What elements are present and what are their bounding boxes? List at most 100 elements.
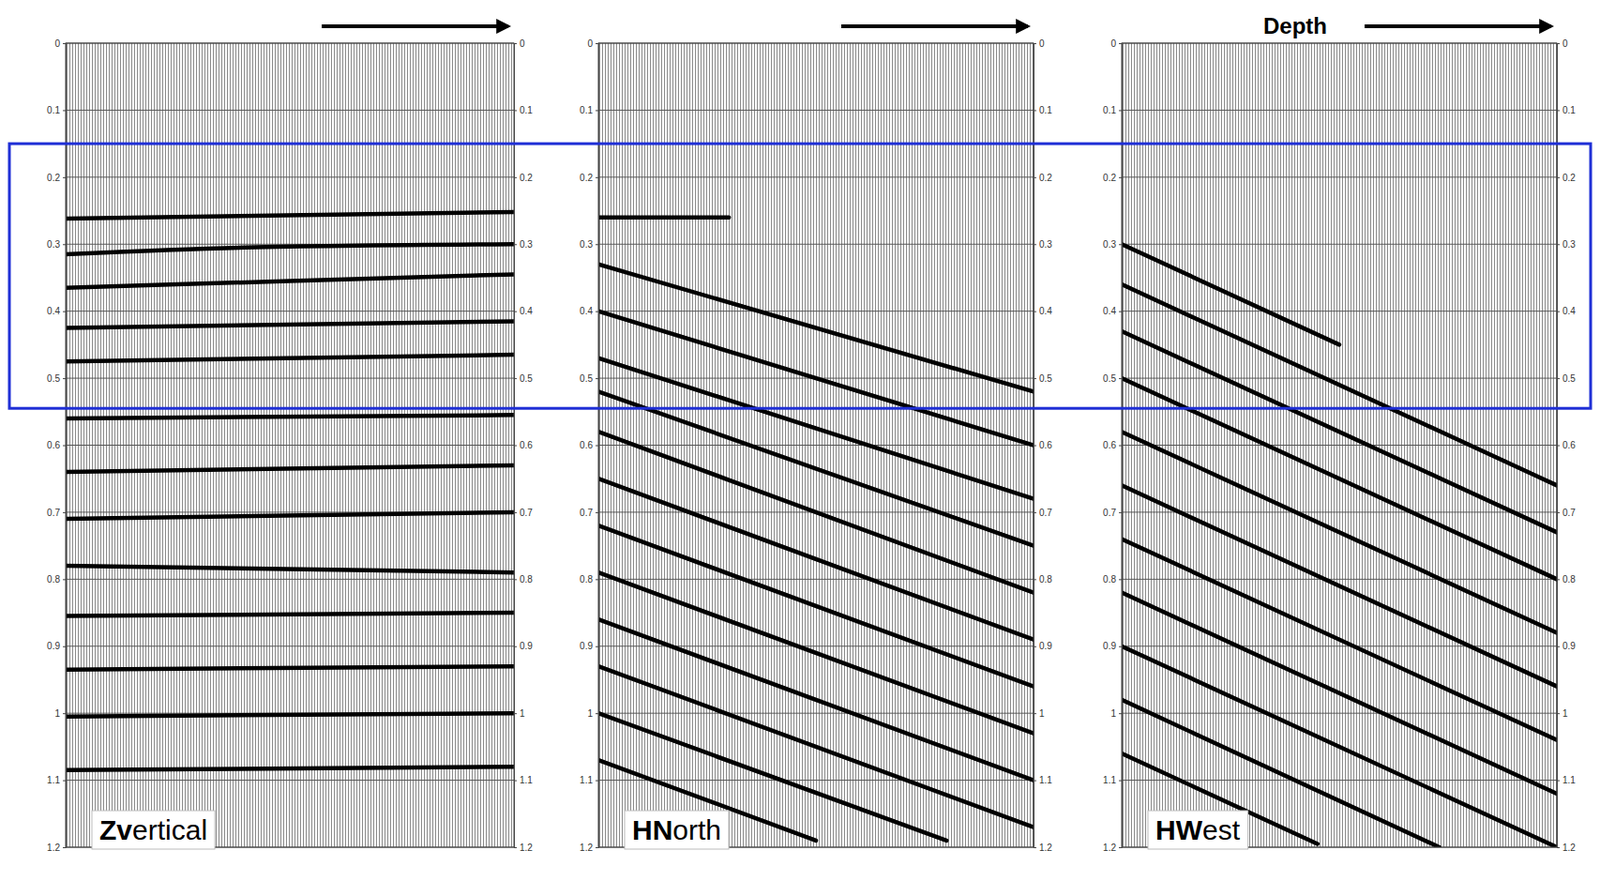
tick-mark xyxy=(1556,109,1560,111)
grid-line xyxy=(1121,712,1557,714)
tick-label: 0.9 xyxy=(1102,640,1117,651)
grid-line xyxy=(1121,779,1557,781)
tick-mark xyxy=(595,712,599,714)
frame xyxy=(1121,43,1557,847)
tick-mark xyxy=(62,109,66,111)
tick: 0.6 xyxy=(1033,439,1053,451)
tick-label: 0.4 xyxy=(579,305,593,317)
tick-label: 0.1 xyxy=(519,105,533,116)
tick: 0.5 xyxy=(46,373,66,384)
tick-label: 0.3 xyxy=(579,239,593,250)
tick-label: 0.7 xyxy=(1039,507,1053,518)
plot-background xyxy=(65,43,514,847)
grid-line xyxy=(65,578,514,580)
tick-mark xyxy=(1033,243,1037,245)
tick: 0.2 xyxy=(46,172,66,183)
highlight-box xyxy=(9,143,1591,408)
tick: 0 xyxy=(1033,38,1045,49)
direction-arrow xyxy=(321,24,509,29)
grid-line xyxy=(65,444,514,446)
panel-label: HWest xyxy=(1147,810,1249,849)
reflector xyxy=(598,665,1034,827)
axis-line xyxy=(595,44,600,848)
tick-mark xyxy=(62,311,66,313)
tick: 0.1 xyxy=(1102,105,1122,116)
tick: 1 xyxy=(1033,708,1045,719)
grid xyxy=(1121,43,1557,847)
tick: 0.9 xyxy=(579,640,599,651)
grid-line xyxy=(1121,377,1557,379)
grid-line xyxy=(598,712,1034,714)
tick-label: 1 xyxy=(54,708,61,719)
tick-mark xyxy=(1033,712,1037,714)
tick-mark xyxy=(513,109,517,111)
tick-mark xyxy=(1118,512,1122,514)
tick-label: 0 xyxy=(54,38,61,49)
tick-mark xyxy=(1033,377,1037,379)
chart: 0 0.1 0.2 0.3 0.4 0.5 0.6 0.7 0.8 0.9 1 1.1 1.2 0 0.1 0… xyxy=(0,0,1600,881)
tick: 0.1 xyxy=(579,105,599,116)
tick: 0.8 xyxy=(1102,573,1122,585)
tick-label: 0.1 xyxy=(1039,105,1053,116)
tick-mark xyxy=(1556,578,1560,580)
tick: 1.1 xyxy=(1556,774,1576,785)
tick: 1.1 xyxy=(579,774,599,785)
tick-mark xyxy=(1556,243,1560,245)
tick-mark xyxy=(1118,578,1122,580)
tick-mark xyxy=(1556,177,1560,179)
tick-mark xyxy=(513,846,517,848)
tick: 0.4 xyxy=(46,305,66,317)
tick-mark xyxy=(62,578,66,580)
tick-label: 0.5 xyxy=(579,373,593,384)
tick-label: 0.9 xyxy=(1039,640,1053,651)
tick-label: 0.2 xyxy=(579,172,593,183)
tick-mark xyxy=(1556,445,1560,447)
grid-line xyxy=(65,109,514,111)
tick-mark xyxy=(513,377,517,379)
tick: 0.1 xyxy=(46,105,66,116)
tick-label: 0.9 xyxy=(579,640,593,651)
tick-mark xyxy=(1033,646,1037,648)
tick-label: 0.3 xyxy=(1039,239,1053,250)
tick-label: 0.6 xyxy=(579,439,593,451)
tick-mark xyxy=(513,445,517,447)
tick-label: 1.2 xyxy=(1102,842,1117,853)
tick-label: 0 xyxy=(519,38,526,49)
tick-label: 1.2 xyxy=(1039,842,1053,853)
frame xyxy=(65,43,514,847)
panel: 00.10.20.30.40.50.60.70.80.911.11.200.10… xyxy=(579,26,1053,853)
tick-label: 0.7 xyxy=(519,507,533,518)
tick-mark xyxy=(1556,646,1560,648)
tick: 0.4 xyxy=(513,305,533,317)
tick-mark xyxy=(1118,311,1122,313)
reflector xyxy=(598,478,1034,639)
tick-mark xyxy=(595,780,599,782)
tick: 0.1 xyxy=(1033,105,1053,116)
tick-mark xyxy=(62,846,66,848)
tick-label: 1 xyxy=(1562,708,1569,719)
tick-label: 1.1 xyxy=(1039,774,1053,785)
reflector xyxy=(1121,538,1557,740)
tick: 1.2 xyxy=(513,842,533,853)
tick: 1.1 xyxy=(46,774,66,785)
grid-line xyxy=(598,243,1034,245)
tick-label: 0.7 xyxy=(579,507,593,518)
tick-mark xyxy=(1033,846,1037,848)
tick-label: 0.1 xyxy=(46,105,61,116)
grid-line xyxy=(65,310,514,312)
tick-label: 0.1 xyxy=(1562,105,1576,116)
panel-label: Zvertical xyxy=(91,810,215,849)
tick-mark xyxy=(1118,377,1122,379)
tick: 0.2 xyxy=(513,172,533,183)
tick-label: 0.2 xyxy=(1562,172,1576,183)
tick: 0.4 xyxy=(1102,305,1122,317)
reflector xyxy=(65,211,514,219)
tick-label: 0.6 xyxy=(1102,439,1117,451)
tick: 0.9 xyxy=(1102,640,1122,651)
y-axis: 00.10.20.30.40.50.60.70.80.911.11.2 xyxy=(1033,38,1053,853)
tick: 0.9 xyxy=(1033,640,1053,651)
tick: 1.2 xyxy=(579,842,599,853)
panel: 00.10.20.30.40.50.60.70.80.911.11.200.10… xyxy=(46,26,533,853)
grid-line xyxy=(598,109,1034,111)
reflector xyxy=(65,512,514,519)
